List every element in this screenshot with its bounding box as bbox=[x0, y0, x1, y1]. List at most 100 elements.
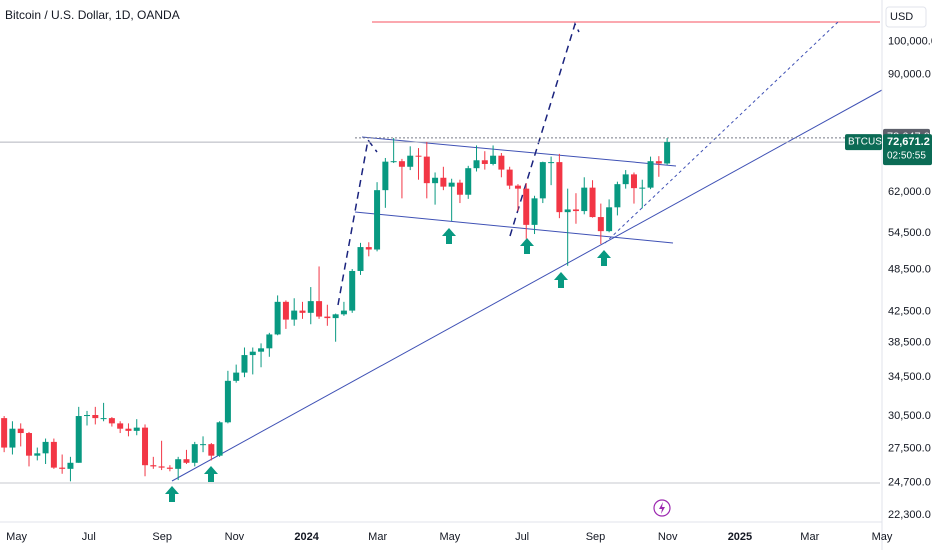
candle-body bbox=[556, 162, 563, 213]
up-arrow bbox=[204, 466, 218, 482]
candle-body bbox=[622, 174, 629, 185]
y-tick-label: 54,500.0 bbox=[888, 227, 931, 239]
candle-body bbox=[349, 270, 356, 311]
candle-body bbox=[282, 301, 289, 320]
candle-body bbox=[456, 182, 463, 195]
candle-body bbox=[92, 415, 99, 419]
candle-body bbox=[34, 453, 41, 456]
chart-title: Bitcoin / U.S. Dollar, 1D, OANDA bbox=[5, 8, 180, 22]
candle-body bbox=[183, 459, 190, 463]
channel-bottom bbox=[354, 211, 674, 244]
countdown-label: 02:50:55 bbox=[887, 151, 926, 162]
candle-body bbox=[125, 428, 132, 431]
candle-body bbox=[531, 198, 538, 225]
candle-body bbox=[606, 207, 613, 232]
candle-body bbox=[166, 467, 173, 469]
candle-body bbox=[175, 459, 182, 469]
x-tick-label: Jul bbox=[82, 531, 96, 543]
y-tick-label: 90,000.0 bbox=[888, 68, 931, 80]
candle-body bbox=[664, 142, 671, 164]
candle-body bbox=[100, 418, 107, 420]
y-tick-label: 24,700.0 bbox=[888, 476, 931, 488]
candle-body bbox=[448, 182, 455, 187]
candle-body bbox=[473, 160, 480, 169]
candle-body bbox=[465, 168, 472, 195]
candle-body bbox=[357, 247, 364, 271]
candle-body bbox=[67, 462, 74, 469]
x-tick-label: Jul bbox=[515, 531, 529, 543]
candle-body bbox=[415, 155, 422, 157]
candle-body bbox=[266, 334, 273, 349]
event-icon[interactable] bbox=[653, 499, 671, 517]
candle-body bbox=[142, 427, 149, 466]
up-arrow bbox=[442, 228, 456, 244]
up-arrow bbox=[520, 238, 534, 254]
projection-arrow bbox=[509, 21, 580, 237]
price-pill bbox=[883, 134, 932, 166]
candle-body bbox=[274, 301, 281, 335]
x-tick-label: Nov bbox=[225, 531, 245, 543]
candle-body bbox=[200, 444, 207, 446]
candle-body bbox=[539, 162, 546, 199]
candle-body bbox=[390, 161, 397, 163]
candle-body bbox=[581, 187, 588, 212]
x-tick-label: 2025 bbox=[728, 531, 752, 543]
x-tick-label: Sep bbox=[586, 531, 606, 543]
symbol-pill bbox=[845, 134, 882, 151]
candle-body bbox=[208, 444, 215, 456]
up-arrow bbox=[597, 250, 611, 266]
candle-body bbox=[423, 156, 430, 184]
candle-body bbox=[572, 209, 579, 212]
candle-body bbox=[258, 348, 265, 352]
currency-button[interactable] bbox=[885, 6, 927, 28]
candle-body bbox=[117, 423, 124, 429]
candle-body bbox=[191, 444, 198, 463]
candle-body bbox=[75, 416, 82, 463]
candle-body bbox=[481, 160, 488, 164]
candle-body bbox=[59, 467, 66, 469]
candle-body bbox=[324, 316, 331, 319]
y-tick-label: 38,500.0 bbox=[888, 336, 931, 348]
candle-body bbox=[150, 465, 157, 467]
x-tick-label: 2024 bbox=[294, 531, 319, 543]
currency-label[interactable]: USD bbox=[890, 11, 913, 23]
candle-body bbox=[291, 310, 298, 320]
candle-body bbox=[249, 351, 256, 356]
trend-line bbox=[171, 89, 883, 482]
candle-body bbox=[589, 187, 596, 218]
x-tick-label: Nov bbox=[658, 531, 678, 543]
candle-body bbox=[639, 187, 646, 189]
candle-body bbox=[498, 155, 505, 170]
candle-body bbox=[490, 155, 497, 164]
candle-body bbox=[216, 422, 223, 456]
candle-body bbox=[84, 415, 91, 417]
symbol-label: BTCUSD bbox=[848, 137, 889, 148]
candle-body bbox=[307, 301, 314, 313]
y-tick-label: 27,500.0 bbox=[888, 443, 931, 455]
candle-body bbox=[398, 161, 405, 167]
candle-body bbox=[9, 428, 16, 448]
up-arrow bbox=[165, 486, 179, 502]
candle-body bbox=[614, 184, 621, 208]
candle-body bbox=[597, 217, 604, 232]
candle-body bbox=[564, 209, 571, 213]
last-price-label: 72,671.2 bbox=[887, 136, 930, 148]
up-arrow bbox=[554, 272, 568, 288]
candle-body bbox=[42, 441, 49, 454]
candle-body bbox=[108, 418, 115, 424]
y-tick-label: 100,000.0 bbox=[888, 35, 932, 47]
x-tick-label: Sep bbox=[152, 531, 172, 543]
candle-body bbox=[548, 162, 555, 164]
y-tick-label: 30,500.0 bbox=[888, 410, 931, 422]
y-tick-label: 48,500.0 bbox=[888, 264, 931, 276]
candle-body bbox=[432, 177, 439, 184]
candle-body bbox=[233, 372, 240, 381]
candle-body bbox=[365, 247, 372, 250]
candle-body bbox=[382, 161, 389, 191]
candle-body bbox=[514, 185, 521, 189]
candle-body bbox=[299, 310, 306, 313]
candle-body bbox=[655, 161, 662, 164]
x-tick-label: May bbox=[439, 531, 460, 543]
candle-body bbox=[316, 301, 323, 317]
